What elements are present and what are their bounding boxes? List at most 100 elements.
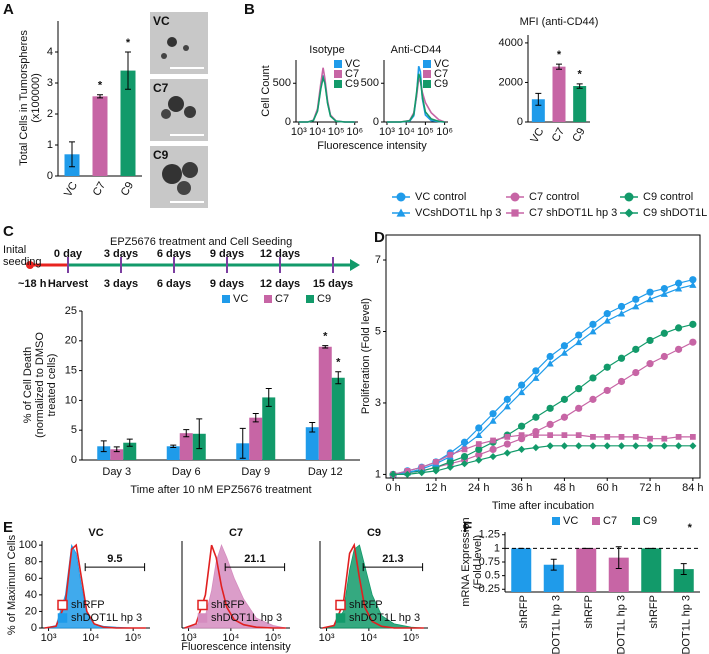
y-tick-label: 0 <box>47 170 53 182</box>
timeline-label: 3 days <box>104 278 138 290</box>
data-point <box>589 327 597 335</box>
sphere <box>161 53 167 59</box>
data-point <box>418 464 425 471</box>
legend-label: shRFP <box>71 599 105 611</box>
data-point <box>475 424 483 432</box>
y-axis-label: (normalized to DMSO <box>34 332 46 438</box>
x-tick-label: 10⁵ <box>417 126 434 138</box>
bar <box>573 86 587 122</box>
x-tick-label: Day 9 <box>241 466 270 478</box>
x-tick-label: 36 h <box>511 482 532 494</box>
y-axis-label: treated cells) <box>46 354 58 417</box>
bar <box>120 70 136 176</box>
data-point <box>589 374 597 382</box>
legend-swatch <box>57 599 68 611</box>
data-point <box>689 338 697 346</box>
series-line <box>387 73 445 123</box>
x-tick-label: 10³ <box>319 632 335 644</box>
data-point <box>560 349 569 356</box>
data-point <box>632 434 639 440</box>
legend-swatch <box>335 599 346 611</box>
x-tick-label: 10⁴ <box>222 632 239 644</box>
data-point <box>475 431 483 438</box>
error-bar <box>556 63 562 70</box>
data-point <box>532 367 540 375</box>
data-point <box>632 295 640 303</box>
x-tick-label: 10³ <box>181 632 197 644</box>
legend-label: C7 shDOT1L hp 3 <box>529 207 617 219</box>
y-tick-label: 0.5 <box>485 570 500 582</box>
legend-swatch <box>334 80 342 88</box>
data-point <box>603 442 611 450</box>
legend-label: VC <box>434 58 449 70</box>
data-point <box>460 460 469 468</box>
series-line <box>393 445 693 475</box>
data-point <box>603 363 611 371</box>
legend-swatch <box>334 60 342 68</box>
bar <box>110 449 124 460</box>
y-tick-label: 0 <box>373 116 379 128</box>
data-point <box>532 432 539 438</box>
y-tick-label: 0.25 <box>479 583 500 595</box>
data-point <box>646 288 654 296</box>
gate-label: 21.1 <box>244 553 265 565</box>
x-tick-label: 10⁶ <box>346 126 363 138</box>
x-axis-label: Time after incubation <box>492 500 594 512</box>
legend-label: VC <box>233 293 248 305</box>
data-point <box>546 442 554 450</box>
legend-label: C9 control <box>643 191 693 203</box>
bar <box>531 99 545 122</box>
legend-label: shRFP <box>211 599 245 611</box>
significance-star: * <box>688 522 693 534</box>
data-point <box>503 402 511 410</box>
x-tick-label: 10⁴ <box>309 126 326 138</box>
data-point <box>517 381 526 389</box>
legend-label: shDOT1L hp 3 <box>349 612 420 624</box>
error-bar <box>252 413 259 423</box>
error-bar <box>183 429 190 438</box>
bar <box>641 548 662 592</box>
y-axis-label: Total Cells in Tumorspheres <box>18 30 30 166</box>
y-tick-label: 5 <box>71 424 77 436</box>
legend-swatch <box>592 517 600 525</box>
timeline-arrow <box>350 259 360 271</box>
y-tick-label: 80 <box>25 556 37 568</box>
x-tick-label: 72 h <box>639 482 660 494</box>
data-point <box>560 342 569 350</box>
y-tick-label: 25 <box>65 305 77 317</box>
y-tick-label: 40 <box>25 589 37 601</box>
significance-star: * <box>578 69 583 81</box>
y-tick-label: 4 <box>47 46 53 58</box>
series-line <box>393 323 694 475</box>
data-point <box>517 422 526 430</box>
legend-label: C9 <box>345 78 359 90</box>
timeline-start <box>26 261 34 269</box>
data-point <box>489 452 497 461</box>
significance-star: * <box>557 49 562 61</box>
legend-label: shDOT1L hp 3 <box>71 612 142 624</box>
data-point <box>503 440 511 448</box>
significance-star: * <box>98 80 103 92</box>
bar <box>331 377 345 460</box>
x-tick-label: 24 h <box>468 482 489 494</box>
timeline-label: 12 days <box>260 248 300 260</box>
data-point <box>490 437 496 444</box>
data-point <box>546 352 554 361</box>
timeline-label: Harvest <box>48 278 89 290</box>
data-point <box>575 442 583 450</box>
legend-swatch <box>632 517 640 525</box>
histogram-line <box>184 544 286 629</box>
legend-label: shDOT1L hp 3 <box>211 612 282 624</box>
legend-label: VC control <box>415 191 466 203</box>
chart-title: Anti-CD44 <box>391 44 442 56</box>
x-tick-label: 10⁴ <box>82 632 99 644</box>
data-point <box>389 470 397 479</box>
timeline-label: 9 days <box>210 278 244 290</box>
y-tick-label: 1 <box>375 468 381 480</box>
timeline-label: 12 days <box>260 278 300 290</box>
significance-star: * <box>336 357 341 369</box>
x-tick-label: shRFP <box>518 595 530 629</box>
data-point <box>403 470 412 479</box>
error-bar <box>322 345 329 349</box>
